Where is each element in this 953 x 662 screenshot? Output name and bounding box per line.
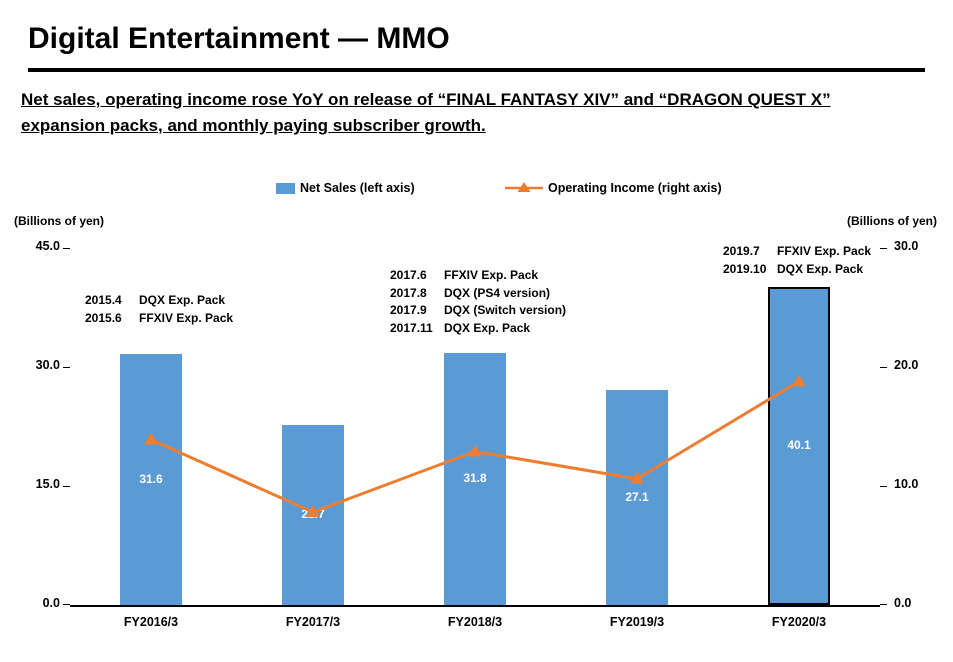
line-marker-icon xyxy=(630,471,644,484)
annotation-label: FFXIV Exp. Pack xyxy=(139,310,234,325)
annotation-date: 2017.9 xyxy=(390,303,427,317)
annotation-label: DQX Exp. Pack xyxy=(139,293,226,307)
axis-tick-mark xyxy=(63,367,70,368)
x-axis-tick-label: FY2017/3 xyxy=(285,615,341,629)
annotation-label: DQX Exp. Pack xyxy=(444,320,531,335)
annotation-row: 2017.9 DQX (Switch version) xyxy=(390,302,566,320)
subtitle-line-1: Net sales, operating income rose YoY on … xyxy=(21,90,831,109)
axis-tick-mark xyxy=(63,604,70,605)
line-marker-icon xyxy=(468,444,482,457)
annotation-label: FFXIV Exp. Pack xyxy=(444,268,539,282)
annotation-2019-releases: 2019.7 FFXIV Exp. Pack 2019.10 DQX Exp. Pac… xyxy=(723,243,871,278)
axis-tick-mark xyxy=(63,486,70,487)
annotation-date: 2017.11 xyxy=(390,320,433,335)
y-axis-tick-label-right: 0.0 xyxy=(894,596,912,610)
bar-value-label: 31.6 xyxy=(139,471,163,486)
x-axis-tick-label: FY2020/3 xyxy=(771,615,827,629)
net-sales-bar-FY2020/3 xyxy=(768,286,830,605)
y-axis-tick-label-right: 10.0 xyxy=(894,477,919,491)
axis-tick-mark xyxy=(880,248,887,249)
annotation-date: 2019.7 xyxy=(723,244,760,258)
annotation-date: 2015.6 xyxy=(85,310,122,325)
net-sales-bar-FY2016/3 xyxy=(120,354,182,605)
annotation-date: 2017.8 xyxy=(390,285,427,300)
legend-operating-income-label: Operating Income (right axis) xyxy=(548,181,722,195)
annotation-2015-releases: 2015.4 DQX Exp. Pack 2015.6 FFXIV Exp. Pack xyxy=(85,292,233,327)
legend-operating-income: Operating Income (right axis) xyxy=(505,181,722,195)
annotation-row: 2019.10 DQX Exp. Pack xyxy=(723,261,871,279)
y-axis-tick-label-left: 0.0 xyxy=(42,596,60,610)
annotation-label: DQX (Switch version) xyxy=(444,303,567,317)
y-axis-tick-label-left: 30.0 xyxy=(35,358,60,372)
bar-value-label: 27.1 xyxy=(625,489,649,504)
x-axis-tick-label: FY2016/3 xyxy=(123,615,179,629)
annotation-date: 2019.10 xyxy=(723,261,767,276)
net-sales-swatch-icon xyxy=(276,182,295,194)
annotation-label: DQX (PS4 version) xyxy=(444,285,551,300)
left-axis-caption: (Billions of yen) xyxy=(14,214,104,228)
subtitle: Net sales, operating income rose YoY on … xyxy=(21,87,831,139)
axis-tick-mark xyxy=(880,604,887,605)
legend-net-sales: Net Sales (left axis) xyxy=(276,181,415,195)
annotation-label: DQX Exp. Pack xyxy=(777,261,864,276)
y-axis-tick-label-left: 45.0 xyxy=(35,239,60,253)
annotation-row: 2019.7 FFXIV Exp. Pack xyxy=(723,243,871,261)
axis-tick-mark xyxy=(880,486,887,487)
annotation-label: FFXIV Exp. Pack xyxy=(777,244,872,258)
annotation-date: 2015.4 xyxy=(85,293,122,307)
title-underline-rule xyxy=(28,68,925,72)
y-axis-tick-label-left: 15.0 xyxy=(35,477,60,491)
line-marker-icon xyxy=(792,374,806,387)
chart-plot-area: 31.6FY2016/322.7FY2017/331.8FY2018/327.1… xyxy=(36,239,919,629)
y-axis-tick-label-right: 30.0 xyxy=(894,239,919,253)
bar-value-label: 31.8 xyxy=(463,470,487,485)
x-axis-tick-label: FY2018/3 xyxy=(447,615,503,629)
axis-tick-mark xyxy=(880,367,887,368)
annotation-date: 2017.6 xyxy=(390,268,427,282)
annotation-2017-releases: 2017.6 FFXIV Exp. Pack 2017.8 DQX (PS4 vers… xyxy=(390,267,566,337)
line-marker-icon xyxy=(144,432,158,445)
axis-tick-mark xyxy=(63,248,70,249)
y-axis-tick-label-right: 20.0 xyxy=(894,358,919,372)
line-marker-icon xyxy=(306,505,320,518)
bar-value-label: 40.1 xyxy=(787,437,811,452)
net-sales-bar-FY2019/3 xyxy=(606,390,668,605)
net-sales-bar-FY2018/3 xyxy=(444,352,506,605)
operating-income-line xyxy=(144,374,806,518)
right-axis-caption: (Billions of yen) xyxy=(847,214,937,228)
annotation-row: 2017.6 FFXIV Exp. Pack xyxy=(390,267,566,285)
x-axis-tick-label: FY2019/3 xyxy=(609,615,665,629)
annotation-row: 2015.4 DQX Exp. Pack xyxy=(85,292,233,310)
page-title: Digital Entertainment — MMO xyxy=(28,22,450,55)
annotation-row: 2017.8 DQX (PS4 version) xyxy=(390,285,566,303)
annotation-row: 2017.11 DQX Exp. Pack xyxy=(390,320,566,338)
legend-net-sales-label: Net Sales (left axis) xyxy=(300,181,415,195)
subtitle-line-2: expansion packs, and monthly paying subs… xyxy=(21,116,486,135)
annotation-row: 2015.6 FFXIV Exp. Pack xyxy=(85,310,233,328)
operating-income-marker-icon xyxy=(505,182,543,192)
